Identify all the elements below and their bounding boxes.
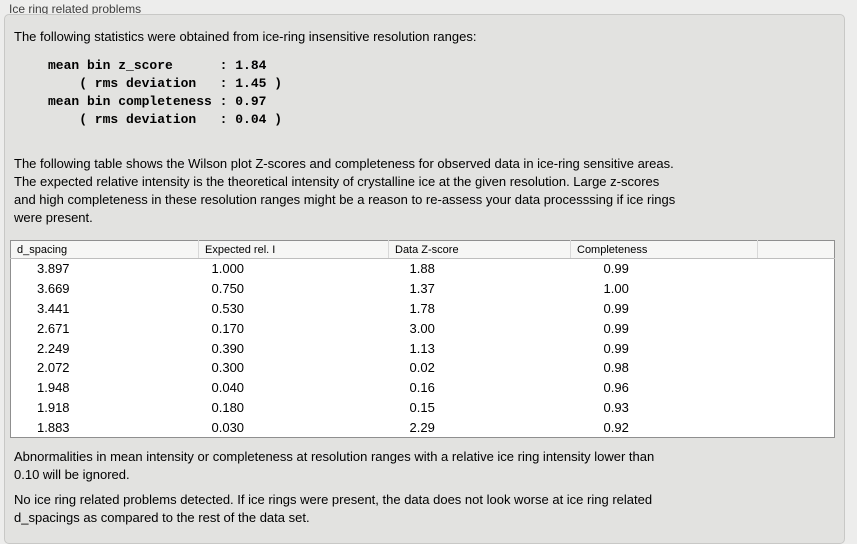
column-header-d-spacing[interactable]: d_spacing — [10, 240, 199, 259]
table-cell: 0.390 — [211, 340, 245, 356]
table-cell: 0.02 — [409, 360, 435, 376]
table-row[interactable]: 2.072 0.300 0.02 0.98 — [11, 358, 835, 378]
table-description: The following table shows the Wilson plo… — [14, 156, 676, 225]
table-cell-empty — [758, 358, 835, 378]
table-cell-empty — [758, 338, 835, 358]
table-cell: 0.99 — [603, 300, 629, 316]
table-cell: 2.072 — [37, 360, 70, 376]
conclusion-text: No ice ring related problems detected. I… — [14, 492, 653, 525]
table-cell: 0.170 — [211, 320, 245, 336]
table-cell: 0.16 — [409, 380, 435, 396]
table-header-row: d_spacing Expected rel. I Data Z-score C… — [10, 240, 835, 259]
table-cell: 0.99 — [603, 340, 629, 356]
table-cell: 3.441 — [37, 300, 70, 316]
table-cell: 1.37 — [409, 281, 435, 297]
table-cell-empty — [758, 378, 835, 398]
table-cell: 2.671 — [37, 320, 70, 336]
table-row[interactable]: 3.669 0.750 1.37 1.00 — [11, 279, 835, 299]
table-cell: 1.918 — [37, 399, 70, 415]
table-row[interactable]: 2.671 0.170 3.00 0.99 — [11, 318, 835, 338]
table-cell-empty — [758, 417, 835, 437]
table-cell: 0.180 — [211, 399, 245, 415]
column-header-empty[interactable] — [757, 240, 835, 259]
column-header-data-zscore[interactable]: Data Z-score — [388, 240, 571, 259]
table-cell: 1.00 — [603, 281, 629, 297]
ice-ring-table: d_spacing Expected rel. I Data Z-score C… — [10, 240, 835, 439]
table-cell: 1.88 — [409, 261, 435, 277]
table-cell: 0.530 — [211, 300, 245, 316]
intro-text: The following statistics were obtained f… — [14, 29, 477, 44]
table-row[interactable]: 1.883 0.030 2.29 0.92 — [11, 417, 835, 437]
table-cell: 0.300 — [211, 360, 245, 376]
table-cell-empty — [758, 299, 835, 319]
table-cell-empty — [758, 398, 835, 418]
table-cell: 0.96 — [603, 380, 629, 396]
table-row[interactable]: 2.249 0.390 1.13 0.99 — [11, 338, 835, 358]
table-cell: 0.030 — [211, 419, 245, 435]
table-cell: 0.92 — [603, 419, 629, 435]
table-row[interactable]: 1.948 0.040 0.16 0.96 — [11, 378, 835, 398]
table-cell: 0.040 — [211, 380, 245, 396]
table-cell: 2.249 — [37, 340, 70, 356]
table-cell: 1.000 — [211, 261, 245, 277]
table-cell: 0.93 — [603, 399, 629, 415]
ignore-note: Abnormalities in mean intensity or compl… — [14, 449, 655, 482]
table-cell: 3.00 — [409, 320, 435, 336]
table-cell: 2.29 — [409, 419, 435, 435]
table-cell: 1.948 — [37, 380, 70, 396]
table-cell: 1.883 — [37, 419, 70, 435]
column-header-completeness[interactable]: Completeness — [570, 240, 758, 259]
panel-title: Ice ring related problems — [9, 2, 142, 16]
table-row[interactable]: 3.441 0.530 1.78 0.99 — [11, 299, 835, 319]
table-cell: 1.13 — [409, 340, 435, 356]
table-cell: 1.78 — [409, 300, 435, 316]
table-cell-empty — [758, 259, 835, 279]
stats-block: mean bin z_score : 1.84 ( rms deviation … — [48, 58, 283, 127]
table-cell: 0.98 — [603, 360, 629, 376]
table-row[interactable]: 3.897 1.000 1.88 0.99 — [11, 259, 835, 279]
table-cell: 3.669 — [37, 281, 70, 297]
table-cell-empty — [758, 318, 835, 338]
table-cell: 0.750 — [211, 281, 245, 297]
table-row[interactable]: 1.918 0.180 0.15 0.93 — [11, 398, 835, 418]
table-body: 3.897 1.000 1.88 0.99 3.669 0.750 1.37 1.00 3.44… — [11, 259, 835, 438]
table-cell: 0.15 — [409, 399, 435, 415]
column-header-expected-i[interactable]: Expected rel. I — [198, 240, 389, 259]
table-cell-empty — [758, 279, 835, 299]
table-cell: 0.99 — [603, 261, 629, 277]
table-cell: 0.99 — [603, 320, 629, 336]
table-cell: 3.897 — [37, 261, 70, 277]
